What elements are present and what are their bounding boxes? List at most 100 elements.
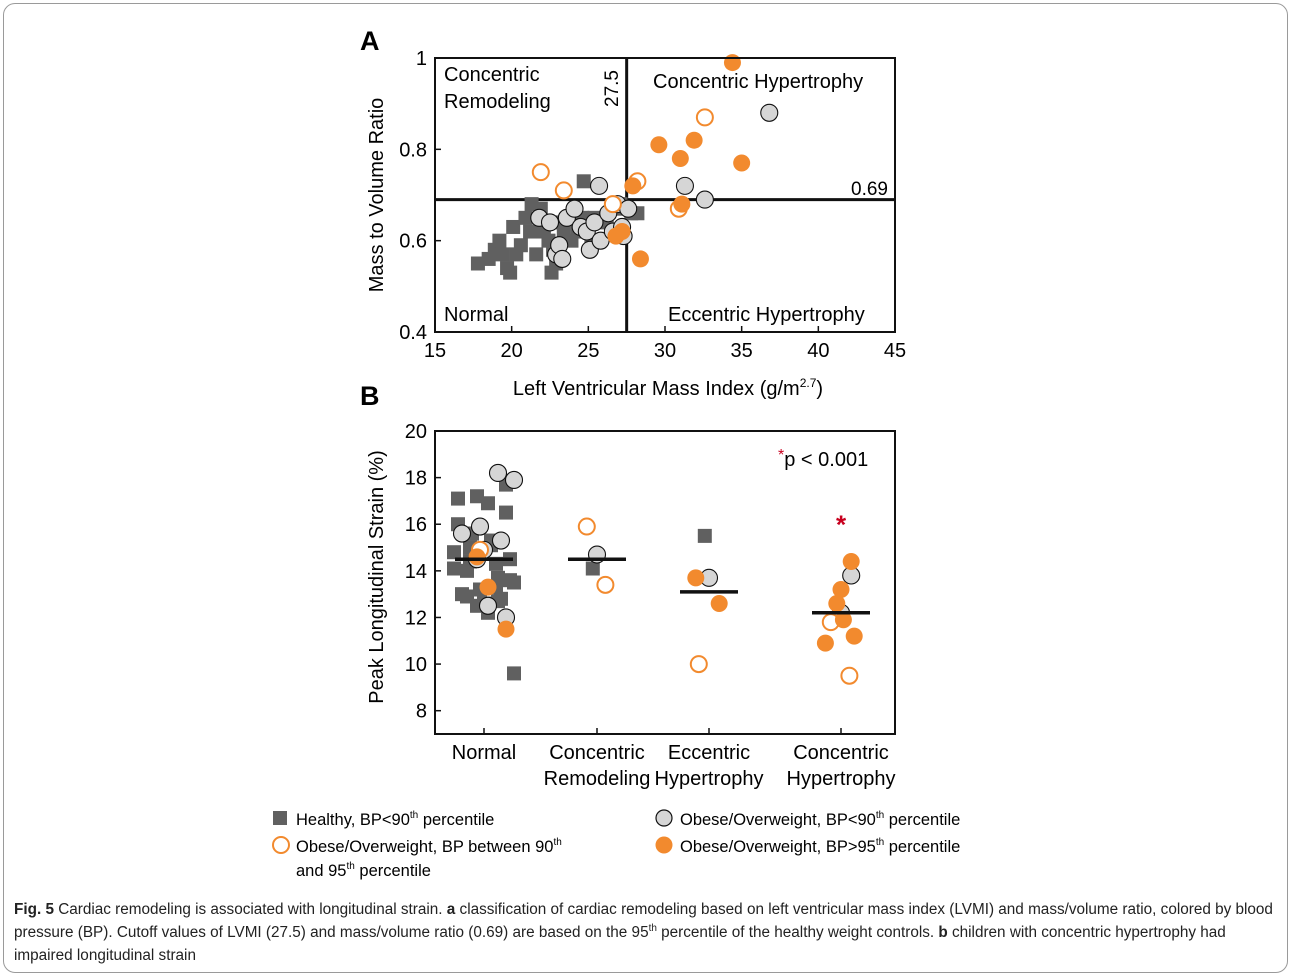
panel-a-point-open bbox=[603, 195, 622, 214]
panel-b-category-label: Concentric bbox=[549, 742, 645, 764]
panel-b-category-label: Hypertrophy bbox=[655, 768, 764, 790]
panel-a-x-tick-label: 45 bbox=[884, 340, 906, 362]
figure-frame bbox=[3, 3, 1288, 973]
pvalue-annotation: *p < 0.001 bbox=[778, 447, 868, 471]
panel-a-point-filled bbox=[631, 250, 649, 268]
legend-label-obese-bp-90-95-line2b: percentile bbox=[355, 862, 431, 880]
panel-b-point-filled bbox=[816, 634, 834, 652]
panel-b-point-healthy bbox=[499, 505, 513, 520]
panel-a-plot-frame bbox=[434, 57, 896, 333]
panel-b-point-open bbox=[840, 666, 859, 685]
panel-a-tick-labels: 15 20 25 30 35 40 45 0.4 0.6 0.8 1 bbox=[399, 48, 906, 362]
panel-b-category-label: Normal bbox=[452, 742, 516, 764]
panel-b-point-healthy bbox=[447, 545, 461, 560]
panel-a-point-filled bbox=[673, 195, 691, 213]
panel-b-tick-labels: 8 10 12 14 16 18 20 Normal Concentric Remodeling E… bbox=[405, 421, 896, 790]
legend-label-obese-bp-gt95-sup: th bbox=[876, 837, 884, 848]
legend-marker-obese-bp-lt90 bbox=[655, 809, 673, 827]
panel-b-y-tick-label: 18 bbox=[405, 468, 427, 490]
panel-b-point-healthy bbox=[585, 561, 600, 576]
panel-b-category-label: Concentric bbox=[793, 742, 889, 764]
caption-b-text: children with concentric hypertrophy had… bbox=[14, 924, 1226, 964]
panel-b-point-filled bbox=[687, 569, 705, 587]
panel-a-y-tick-label: 0.4 bbox=[399, 322, 427, 344]
caption-a-label: a bbox=[446, 901, 456, 918]
panel-a-point-open bbox=[695, 108, 714, 127]
panel-a-point-grey bbox=[619, 199, 638, 218]
panel-a-point-grey bbox=[675, 176, 694, 195]
panel-b-point-open bbox=[689, 655, 708, 674]
panel-b-point-grey bbox=[504, 470, 524, 489]
panel-a-point-grey bbox=[585, 213, 604, 232]
legend-label-obese-bp-90-95-line2: and 95th percentile bbox=[296, 861, 431, 880]
panel-b-point-grey bbox=[488, 463, 508, 483]
legend-label-obese-bp-gt95: Obese/Overweight, BP>95th percentile bbox=[680, 837, 960, 856]
panel-b-point-healthy bbox=[503, 573, 517, 588]
panel-a-x-axis-title-tail: ) bbox=[816, 378, 823, 400]
quadrant-label-normal: Normal bbox=[444, 304, 508, 326]
legend-label-obese-bp-90-95-line1: Obese/Overweight, BP between 90th bbox=[296, 837, 562, 856]
legend-marker-healthy bbox=[273, 811, 287, 825]
panel-a-point-healthy bbox=[529, 247, 544, 262]
quadrant-label-concentric-hypertrophy: Concentric Hypertrophy bbox=[653, 71, 863, 93]
legend-label-obese-bp-90-95-line2a: and 95 bbox=[296, 862, 346, 880]
legend-label-healthy-main: Healthy, BP<90 bbox=[296, 811, 410, 829]
caption-title: Cardiac remodeling is associated with lo… bbox=[53, 901, 447, 918]
panel-b-point-filled bbox=[497, 620, 515, 638]
panel-a-y-axis-title: Mass to Volume Ratio bbox=[366, 98, 388, 293]
panel-b-point-healthy bbox=[447, 561, 461, 576]
panel-a-point-healthy bbox=[495, 247, 510, 262]
panel-b-data-points bbox=[447, 463, 863, 685]
panel-b-point-filled bbox=[479, 578, 497, 596]
panel-a-point-filled bbox=[671, 149, 689, 167]
panel-a-x-tick-label: 25 bbox=[577, 340, 599, 362]
panel-b-mean-lines bbox=[455, 557, 870, 615]
panel-a-point-grey bbox=[590, 176, 609, 195]
legend-label-healthy: Healthy, BP<90th percentile bbox=[296, 810, 494, 829]
panel-b-point-filled bbox=[832, 580, 850, 598]
legend-label-healthy-sup: th bbox=[410, 810, 418, 821]
quadrant-label-eccentric-hypertrophy: Eccentric Hypertrophy bbox=[668, 304, 865, 326]
pvalue-text: p < 0.001 bbox=[784, 449, 868, 471]
panel-b-point-filled bbox=[710, 594, 728, 612]
panel-a-point-filled bbox=[607, 227, 625, 245]
quadrant-label-concentric-remodeling-line2: Remodeling bbox=[444, 91, 551, 113]
panel-a-point-healthy bbox=[513, 238, 528, 253]
panel-b-point-grey bbox=[470, 517, 490, 536]
panel-b-point-healthy bbox=[470, 489, 484, 504]
panel-b-category-label: Eccentric bbox=[668, 742, 750, 764]
panel-b-point-filled bbox=[828, 594, 846, 612]
legend-label-obese-bp-lt90-sup: th bbox=[876, 810, 884, 821]
panel-a-point-healthy bbox=[544, 265, 559, 280]
panel-b-point-grey bbox=[452, 524, 472, 543]
legend-marker-obese-bp-gt95 bbox=[655, 836, 673, 854]
legend-marker-obese-bp-90-95 bbox=[272, 836, 290, 854]
panel-b-point-filled bbox=[468, 548, 486, 566]
legend-label-healthy-tail: percentile bbox=[418, 811, 494, 829]
panel-b-point-grey bbox=[491, 531, 511, 550]
panel-a-x-tick-label: 35 bbox=[731, 340, 753, 362]
legend-label-obese-bp-lt90-tail: percentile bbox=[884, 811, 960, 829]
legend: Healthy, BP<90th percentile Obese/Overwe… bbox=[272, 809, 960, 880]
panel-b-y-tick-label: 14 bbox=[405, 561, 427, 583]
legend-label-obese-bp-gt95-tail: percentile bbox=[884, 838, 960, 856]
caption-a-sup: th bbox=[648, 922, 657, 934]
panel-b-y-tick-label: 12 bbox=[405, 607, 427, 629]
panel-a-point-filled bbox=[733, 154, 751, 172]
panel-a-x-tick-label: 20 bbox=[501, 340, 523, 362]
panel-a-x-axis-title: Left Ventricular Mass Index (g/m2.7) bbox=[513, 376, 823, 400]
panel-b-point-healthy bbox=[507, 666, 521, 681]
panel-a-point-healthy bbox=[524, 197, 539, 212]
panel-b-y-tick-label: 10 bbox=[405, 654, 427, 676]
caption-a-text-2: percentile of the healthy weight control… bbox=[656, 924, 939, 941]
panel-b-label: B bbox=[360, 381, 380, 411]
panel-a-point-filled bbox=[624, 177, 642, 195]
panel-b-point-filled bbox=[845, 627, 863, 645]
panel-b-point-healthy bbox=[481, 496, 495, 511]
panel-b-point-healthy bbox=[451, 491, 465, 506]
panel-a-x-tick-label: 30 bbox=[654, 340, 676, 362]
panel-b-category-label: Remodeling bbox=[544, 768, 651, 790]
panel-a-point-healthy bbox=[503, 265, 518, 280]
panel-a-point-grey bbox=[695, 190, 714, 209]
panel-a-point-open bbox=[554, 181, 573, 200]
